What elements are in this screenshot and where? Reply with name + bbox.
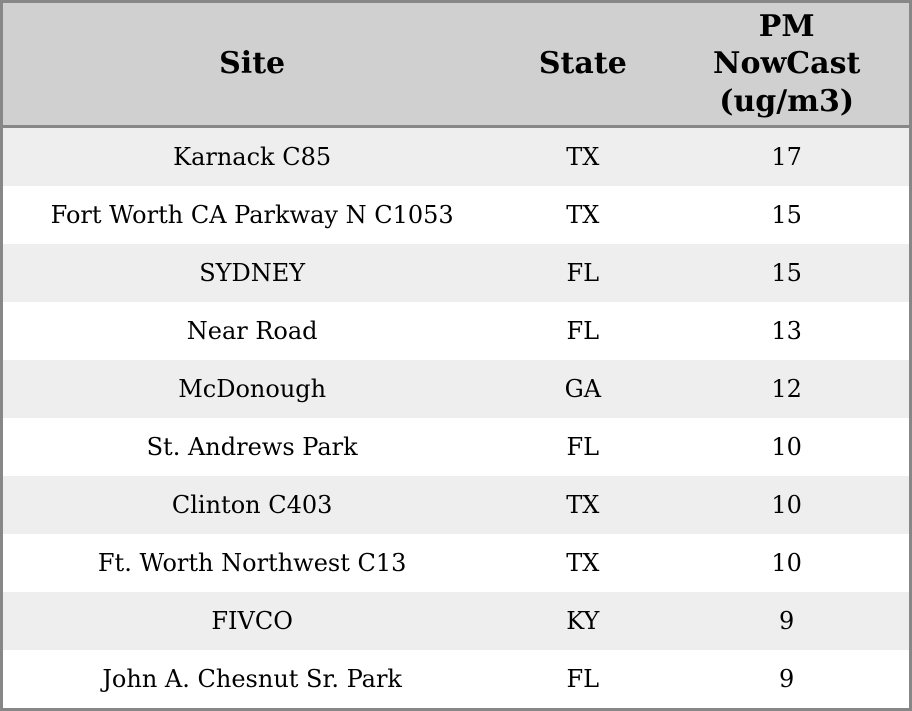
cell-state: TX xyxy=(501,476,665,534)
cell-site: St. Andrews Park xyxy=(3,418,502,476)
cell-state: KY xyxy=(501,592,665,650)
table-row: FIVCO KY 9 xyxy=(3,592,909,650)
table-header: Site State PM NowCast (ug/m3) xyxy=(3,3,909,128)
table-row: John A. Chesnut Sr. Park FL 9 xyxy=(3,650,909,708)
column-header-state: State xyxy=(501,3,665,128)
cell-site: Clinton C403 xyxy=(3,476,502,534)
column-header-site: Site xyxy=(3,3,502,128)
cell-site: McDonough xyxy=(3,360,502,418)
table-row: Fort Worth CA Parkway N C1053 TX 15 xyxy=(3,186,909,244)
table-body: Karnack C85 TX 17 Fort Worth CA Parkway … xyxy=(3,126,909,708)
cell-state: FL xyxy=(501,650,665,708)
table-row: McDonough GA 12 xyxy=(3,360,909,418)
cell-site: Ft. Worth Northwest C13 xyxy=(3,534,502,592)
cell-pm-nowcast: 15 xyxy=(664,244,909,302)
column-header-site-label: Site xyxy=(219,46,286,82)
cell-site: FIVCO xyxy=(3,592,502,650)
cell-state: TX xyxy=(501,126,665,186)
cell-pm-nowcast: 10 xyxy=(664,418,909,476)
cell-site: SYDNEY xyxy=(3,244,502,302)
cell-pm-nowcast: 10 xyxy=(664,476,909,534)
column-header-pm-nowcast-label: PM NowCast (ug/m3) xyxy=(713,8,861,119)
data-table: Site State PM NowCast (ug/m3) Karnack C8… xyxy=(3,3,909,708)
cell-site: Fort Worth CA Parkway N C1053 xyxy=(3,186,502,244)
cell-pm-nowcast: 15 xyxy=(664,186,909,244)
header-row: Site State PM NowCast (ug/m3) xyxy=(3,3,909,128)
cell-state: TX xyxy=(501,186,665,244)
cell-pm-nowcast: 9 xyxy=(664,592,909,650)
table-row: St. Andrews Park FL 10 xyxy=(3,418,909,476)
cell-state: TX xyxy=(501,534,665,592)
table-row: Ft. Worth Northwest C13 TX 10 xyxy=(3,534,909,592)
cell-pm-nowcast: 12 xyxy=(664,360,909,418)
table-row: Karnack C85 TX 17 xyxy=(3,126,909,186)
cell-pm-nowcast: 10 xyxy=(664,534,909,592)
cell-site: Karnack C85 xyxy=(3,126,502,186)
cell-state: GA xyxy=(501,360,665,418)
column-header-pm-nowcast: PM NowCast (ug/m3) xyxy=(664,3,909,128)
column-header-state-label: State xyxy=(538,46,627,82)
table-row: Clinton C403 TX 10 xyxy=(3,476,909,534)
cell-pm-nowcast: 17 xyxy=(664,126,909,186)
cell-state: FL xyxy=(501,418,665,476)
table-row: SYDNEY FL 15 xyxy=(3,244,909,302)
cell-pm-nowcast: 9 xyxy=(664,650,909,708)
cell-state: FL xyxy=(501,302,665,360)
cell-site: John A. Chesnut Sr. Park xyxy=(3,650,502,708)
table-row: Near Road FL 13 xyxy=(3,302,909,360)
cell-site: Near Road xyxy=(3,302,502,360)
cell-state: FL xyxy=(501,244,665,302)
cell-pm-nowcast: 13 xyxy=(664,302,909,360)
